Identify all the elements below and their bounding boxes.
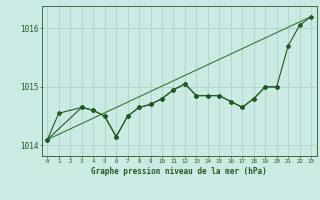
X-axis label: Graphe pression niveau de la mer (hPa): Graphe pression niveau de la mer (hPa) — [91, 167, 267, 176]
